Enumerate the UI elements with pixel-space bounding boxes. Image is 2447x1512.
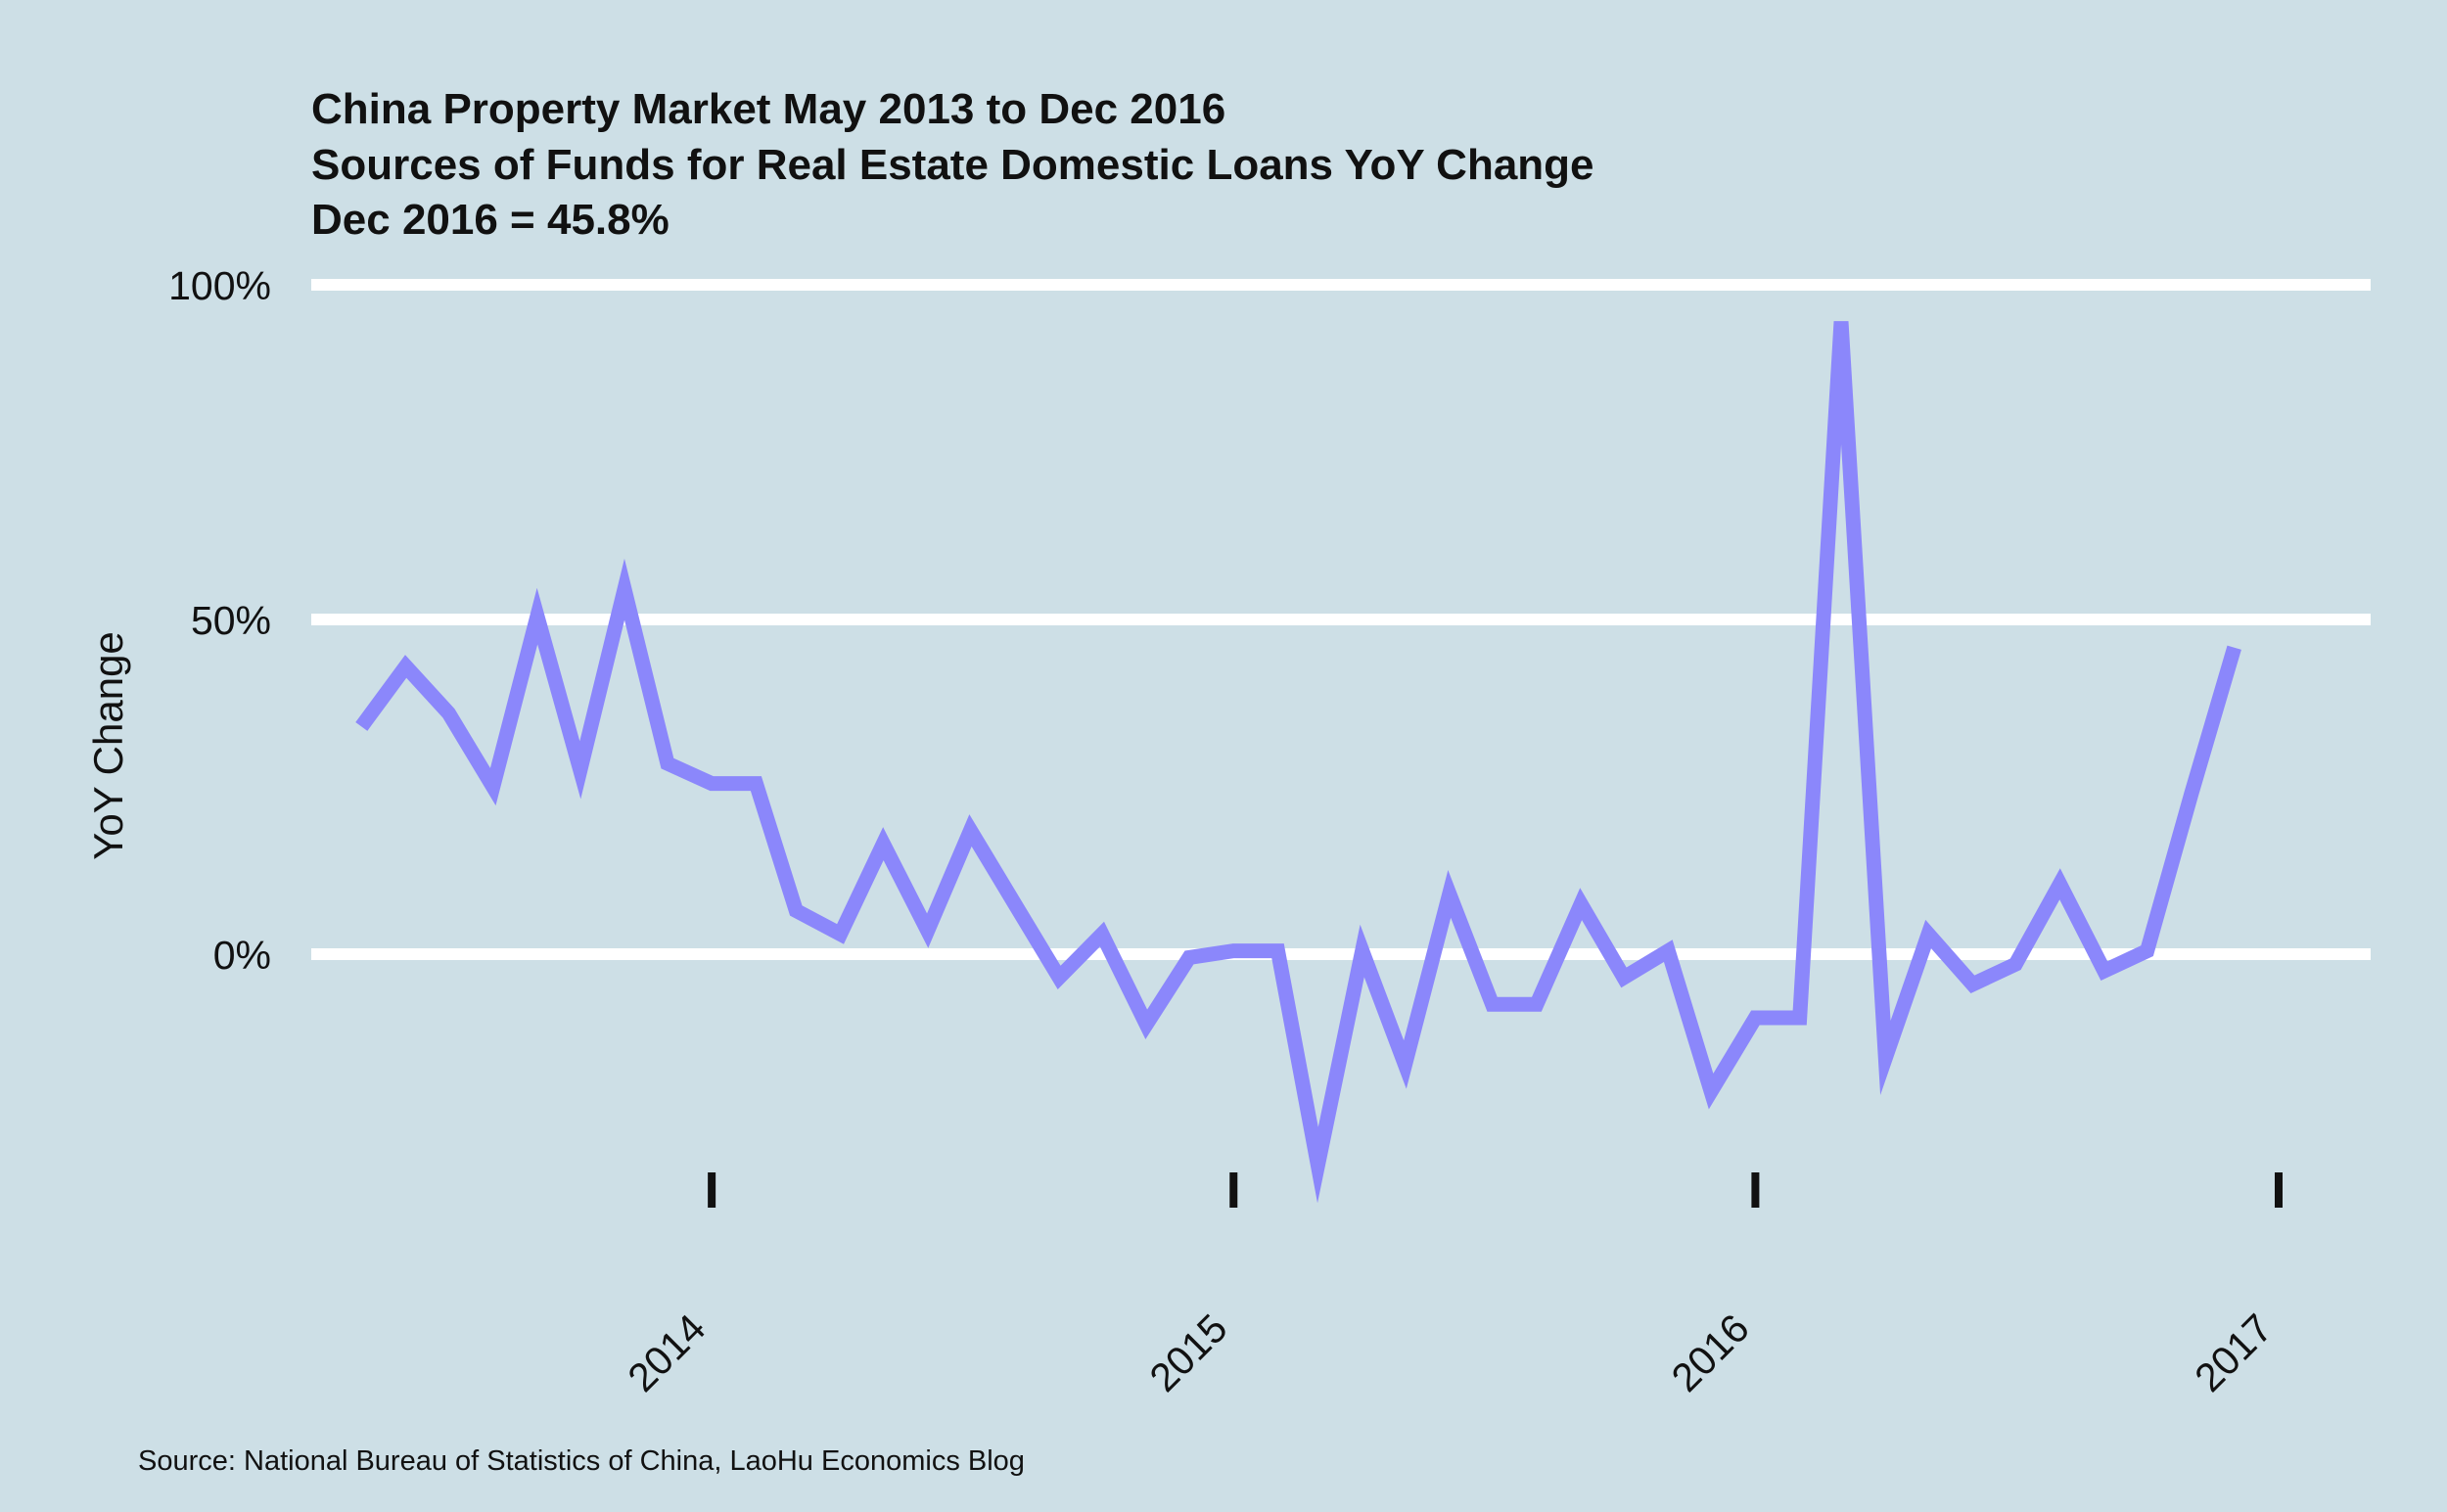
data-point	[403, 664, 409, 669]
data-point	[1490, 1001, 1496, 1007]
data-point	[445, 710, 451, 716]
data-point	[1230, 948, 1236, 954]
data-point	[534, 614, 540, 619]
data-point	[709, 781, 715, 787]
data-point	[358, 723, 364, 729]
data-point	[1315, 1162, 1320, 1168]
chart-title: China Property Market May 2013 to Dec 20…	[311, 85, 1594, 244]
data-point	[1665, 948, 1671, 954]
data-point	[838, 931, 844, 937]
data-point	[1621, 975, 1627, 981]
data-point	[1797, 1015, 1803, 1021]
y-axis-ticks: 0% 50% 100%	[168, 263, 271, 978]
data-point	[665, 760, 670, 766]
data-point	[1534, 1001, 1540, 1007]
data-point	[1012, 901, 1018, 907]
y-axis-title: YoY Change	[85, 631, 131, 860]
y-tick-label: 100%	[168, 263, 271, 308]
data-point	[2101, 968, 2107, 974]
data-point	[880, 841, 886, 847]
series-layer	[355, 319, 2241, 1204]
source-caption: Source: National Bureau of Statistics of…	[138, 1445, 1025, 1477]
data-point	[2012, 961, 2018, 967]
data-point	[577, 767, 583, 773]
data-point	[753, 781, 759, 787]
data-point	[490, 784, 496, 790]
data-point	[1360, 948, 1365, 954]
data-point	[2057, 881, 2063, 887]
data-point	[1752, 1015, 1758, 1021]
chart-title-line-2: Sources of Funds for Real Estate Domesti…	[311, 141, 1594, 189]
data-point	[1275, 948, 1281, 954]
data-point	[1969, 982, 1975, 987]
data-point	[1882, 1055, 1888, 1061]
data-point	[1838, 319, 1844, 325]
y-tick-label: 0%	[213, 933, 271, 978]
data-point	[1056, 975, 1062, 981]
data-point	[2189, 791, 2194, 797]
y-tick-label: 50%	[191, 598, 271, 643]
data-point	[1186, 954, 1192, 960]
data-point	[1578, 901, 1584, 907]
series-line-0	[355, 321, 2241, 1204]
data-point	[1708, 1088, 1714, 1094]
data-point	[1447, 891, 1453, 896]
data-point	[2145, 948, 2150, 954]
x-axis-ticks: 2014 2015 2016 2017	[619, 1172, 2283, 1400]
data-point	[1403, 1062, 1408, 1068]
data-point	[1143, 1022, 1149, 1028]
data-point	[925, 928, 931, 934]
chart-title-line-1: China Property Market May 2013 to Dec 20…	[311, 85, 1225, 133]
chart-title-line-3: Dec 2016 = 45.8%	[311, 196, 669, 244]
data-point	[2232, 645, 2238, 651]
data-point	[1099, 931, 1105, 937]
data-point	[622, 586, 627, 592]
data-point	[968, 827, 974, 833]
data-point	[793, 908, 799, 914]
data-point	[1925, 931, 1931, 937]
